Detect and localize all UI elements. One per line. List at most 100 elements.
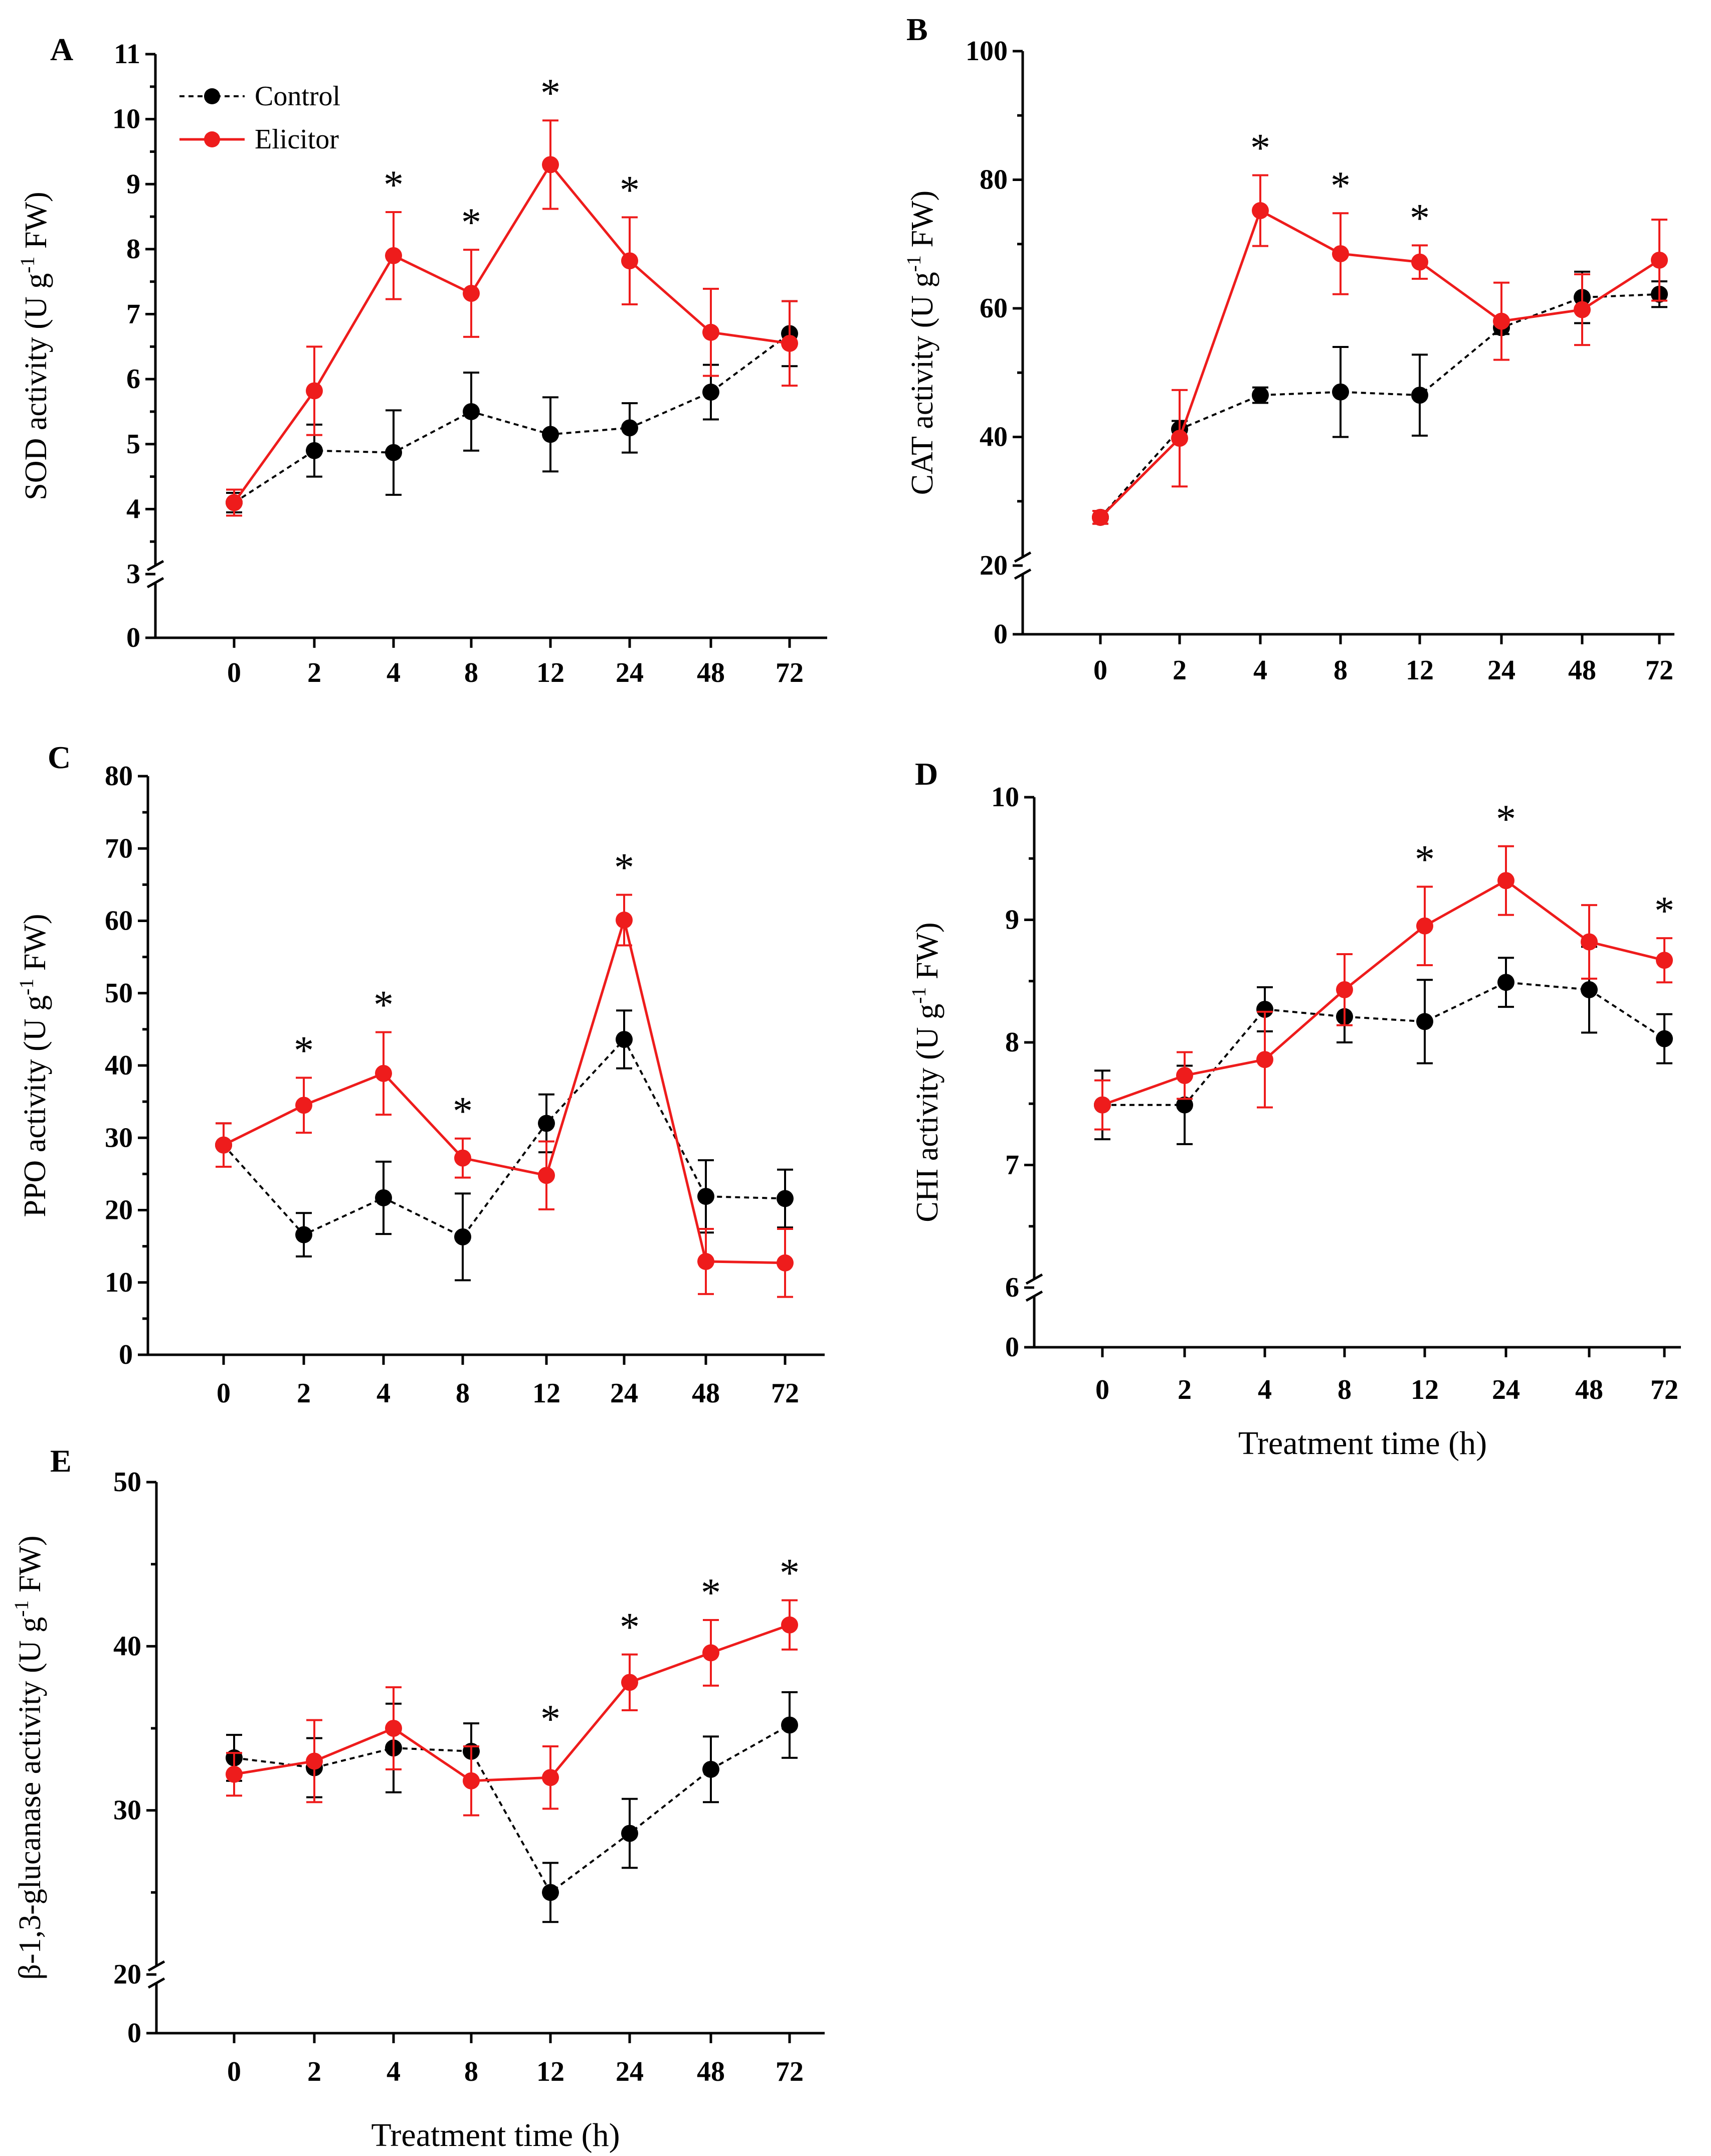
y-axis-title-sup: -1 bbox=[10, 1600, 33, 1617]
data-point bbox=[781, 1616, 798, 1634]
significance-star: * bbox=[620, 1605, 640, 1650]
data-point bbox=[215, 1136, 232, 1154]
y-tick-label: 40 bbox=[980, 422, 1008, 453]
y-tick-label: 0 bbox=[126, 622, 140, 653]
data-point bbox=[621, 419, 638, 437]
series-line bbox=[1099, 209, 1660, 518]
y-tick-label: 8 bbox=[126, 234, 140, 265]
y-axis-title-sup: -1 bbox=[902, 255, 925, 272]
axis-break-mark bbox=[1025, 1273, 1043, 1285]
series-line bbox=[1102, 879, 1665, 1107]
legend: Control Elicitor bbox=[179, 81, 340, 155]
y-tick-label: 6 bbox=[126, 364, 140, 395]
x-tick-label: 0 bbox=[1095, 1374, 1109, 1405]
y-tick-label: 0 bbox=[119, 1339, 133, 1370]
y-tick-label: 30 bbox=[105, 1122, 133, 1153]
y-tick-label: 3 bbox=[126, 559, 140, 590]
significance-star: * bbox=[701, 1571, 721, 1615]
x-tick-label: 8 bbox=[1334, 655, 1348, 686]
significance-star: * bbox=[540, 71, 560, 115]
x-tick-label: 24 bbox=[1492, 1374, 1520, 1405]
x-tick-label: 72 bbox=[1650, 1374, 1678, 1405]
data-point bbox=[1416, 1013, 1433, 1030]
data-point bbox=[1411, 253, 1428, 271]
significance-star: * bbox=[1410, 196, 1430, 240]
data-point bbox=[621, 1825, 638, 1842]
y-axis-title-text: CHI activity (U g bbox=[910, 1004, 944, 1222]
x-tick-label: 2 bbox=[297, 1378, 311, 1409]
data-point bbox=[1252, 387, 1269, 404]
data-point bbox=[1411, 387, 1428, 404]
series-elicitor bbox=[1092, 174, 1668, 526]
y-tick-label: 0 bbox=[127, 2018, 141, 2049]
x-tick-label: 0 bbox=[227, 2056, 241, 2087]
data-point bbox=[1252, 202, 1269, 220]
data-point bbox=[621, 1674, 638, 1691]
y-axis-title-text: β-1,3-glucanase activity (U g bbox=[13, 1617, 47, 1980]
y-axis-title-unit: FW) bbox=[905, 191, 939, 255]
data-point bbox=[463, 285, 480, 302]
x-tick-label: 48 bbox=[697, 657, 725, 688]
data-point bbox=[295, 1097, 312, 1114]
y-tick-label: 7 bbox=[126, 299, 140, 330]
series-line bbox=[233, 332, 791, 504]
significance-star: * bbox=[540, 1697, 560, 1741]
x-tick-label: 48 bbox=[697, 2056, 725, 2087]
data-point bbox=[1581, 981, 1598, 998]
data-point bbox=[463, 1772, 480, 1789]
y-axis-title: SOD activity (U g-1 FW) bbox=[16, 192, 53, 500]
significance-star: * bbox=[1415, 837, 1435, 881]
data-point bbox=[306, 382, 323, 400]
data-point bbox=[1332, 245, 1349, 262]
y-tick-label: 9 bbox=[126, 168, 140, 200]
axis-break-mark bbox=[1014, 568, 1032, 580]
data-point bbox=[1497, 872, 1514, 889]
x-tick-label: 4 bbox=[1258, 1374, 1272, 1405]
y-tick-label: 0 bbox=[1005, 1332, 1019, 1363]
significance-star: * bbox=[461, 201, 481, 245]
series-elicitor bbox=[226, 1599, 798, 1817]
data-point bbox=[226, 1765, 243, 1783]
y-tick-label: 40 bbox=[105, 1050, 133, 1081]
x-tick-label: 0 bbox=[1093, 655, 1107, 686]
data-point bbox=[777, 1190, 794, 1207]
data-point bbox=[1656, 1030, 1673, 1047]
y-axis-title: β-1,3-glucanase activity (U g-1 FW) bbox=[10, 1535, 47, 1980]
x-tick-label: 0 bbox=[217, 1378, 231, 1409]
series-line bbox=[233, 162, 790, 503]
series-control bbox=[1094, 946, 1673, 1145]
data-point bbox=[454, 1228, 471, 1245]
y-axis-title: PPO activity (U g-1 FW) bbox=[15, 914, 52, 1217]
x-tick-label: 12 bbox=[532, 1378, 560, 1409]
x-tick-label: 24 bbox=[616, 2056, 644, 2087]
y-tick-label: 10 bbox=[105, 1267, 133, 1298]
x-tick-label: 12 bbox=[536, 2056, 564, 2087]
data-point bbox=[538, 1167, 555, 1184]
x-tick-label: 24 bbox=[1487, 655, 1515, 686]
x-axis-title: Treatment time (h) bbox=[1238, 1425, 1487, 1462]
x-tick-label: 72 bbox=[776, 657, 804, 688]
x-tick-label: 24 bbox=[616, 657, 644, 688]
data-point bbox=[385, 1720, 402, 1737]
axis-break-mark bbox=[1025, 1290, 1043, 1302]
significance-star: * bbox=[1654, 889, 1674, 933]
data-point bbox=[1332, 383, 1349, 401]
y-tick-label: 80 bbox=[980, 164, 1008, 196]
data-point bbox=[1171, 430, 1188, 447]
x-tick-label: 24 bbox=[610, 1378, 638, 1409]
x-tick-label: 8 bbox=[464, 657, 478, 688]
y-tick-label: 10 bbox=[991, 782, 1019, 813]
series-line bbox=[223, 1037, 786, 1238]
data-point bbox=[697, 1188, 714, 1205]
data-point bbox=[1336, 981, 1353, 998]
panel-label: B bbox=[906, 12, 928, 47]
data-point bbox=[1416, 917, 1433, 935]
legend-label-elicitor: Elicitor bbox=[255, 124, 339, 155]
data-point bbox=[1256, 1051, 1273, 1068]
x-tick-label: 8 bbox=[1338, 1374, 1352, 1405]
data-point bbox=[454, 1149, 471, 1167]
